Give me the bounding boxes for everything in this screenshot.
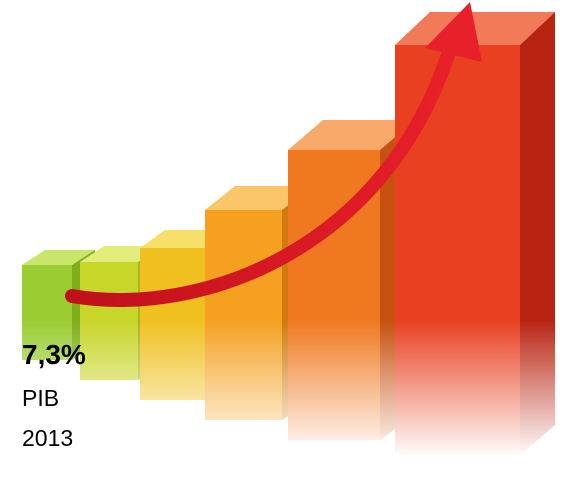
caption-value: 7,3% xyxy=(22,339,86,370)
arrow xyxy=(65,2,482,307)
reflection-fade xyxy=(0,320,581,482)
caption-year: 2013 xyxy=(22,425,73,451)
caption-label: PIB xyxy=(22,385,59,411)
